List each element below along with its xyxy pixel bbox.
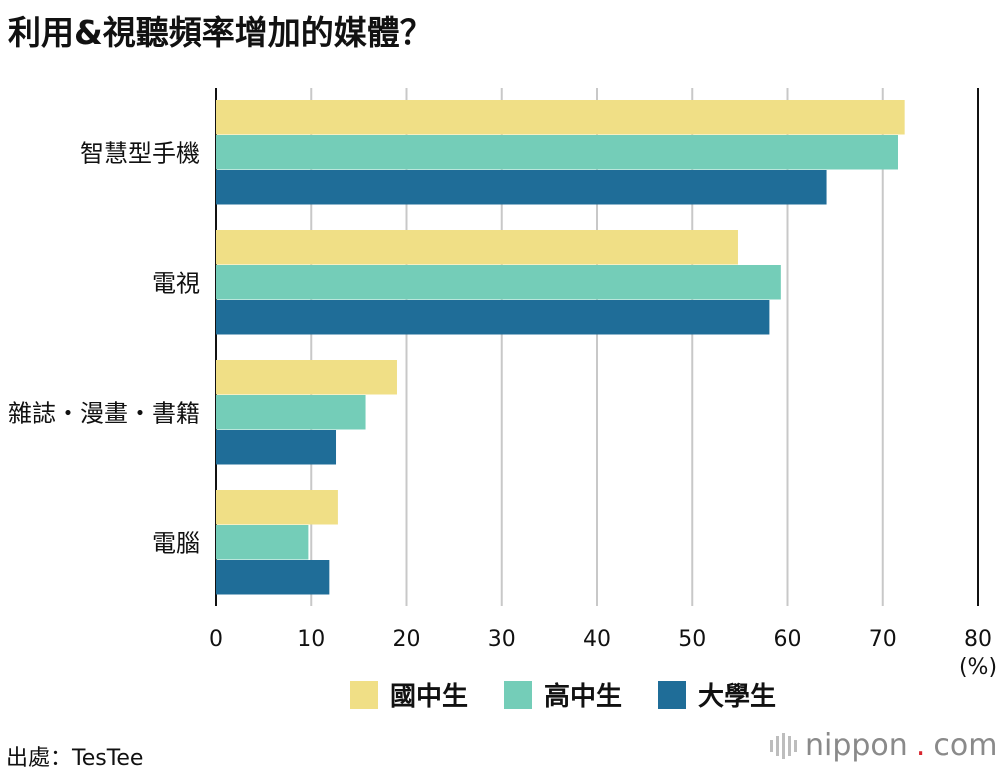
chart-title: 利用&視聽頻率增加的媒體？ (8, 13, 433, 52)
category-label: 電腦 (152, 530, 200, 558)
brand-logo: nippon. com (770, 728, 997, 763)
category-label: 雜誌・漫畫・書籍 (8, 400, 200, 428)
legend-swatch (658, 680, 687, 709)
x-tick-label: 70 (869, 627, 897, 652)
x-tick-label: 80 (964, 627, 992, 652)
legend-swatch (350, 680, 378, 709)
brand-tld: com (933, 728, 998, 763)
legend-label: 國中生 (390, 682, 469, 712)
brand-name: nippon (805, 728, 908, 763)
bar (216, 490, 338, 525)
x-tick-label: 10 (297, 627, 325, 652)
x-tick-label: 50 (678, 627, 706, 652)
legend-item: 高中生 (504, 676, 622, 713)
legend-swatch (504, 680, 533, 709)
brand-bars-icon (770, 732, 797, 759)
x-tick-label: 60 (774, 627, 802, 652)
brand-dot: . (915, 728, 926, 763)
category-label: 電視 (152, 270, 200, 298)
legend-label: 高中生 (544, 682, 623, 712)
x-tick-label: 30 (488, 627, 516, 652)
legend-item: 大學生 (658, 676, 776, 713)
category-label: 智慧型手機 (80, 140, 200, 168)
bar (216, 395, 366, 430)
x-tick-label: 40 (583, 627, 611, 652)
bar (216, 525, 309, 560)
bars (216, 100, 905, 595)
bar (216, 560, 330, 595)
tick-labels: 0 10 20 30 40 50 60 70 80 (209, 627, 992, 652)
legend-label: 大學生 (698, 682, 777, 712)
bar (216, 265, 781, 300)
legend-item: 國中生 (350, 676, 468, 713)
bar (216, 100, 905, 135)
bar (216, 360, 397, 395)
legend: 國中生 高中生 大學生 (350, 676, 776, 713)
bar (216, 170, 827, 205)
x-tick-label: 0 (209, 627, 223, 652)
source-note: 出處：TesTee (6, 746, 144, 771)
bar (216, 230, 738, 265)
x-unit-label: (%) (959, 655, 997, 680)
bar (216, 300, 770, 335)
bar (216, 430, 337, 465)
bar (216, 135, 898, 170)
x-tick-label: 20 (393, 627, 421, 652)
